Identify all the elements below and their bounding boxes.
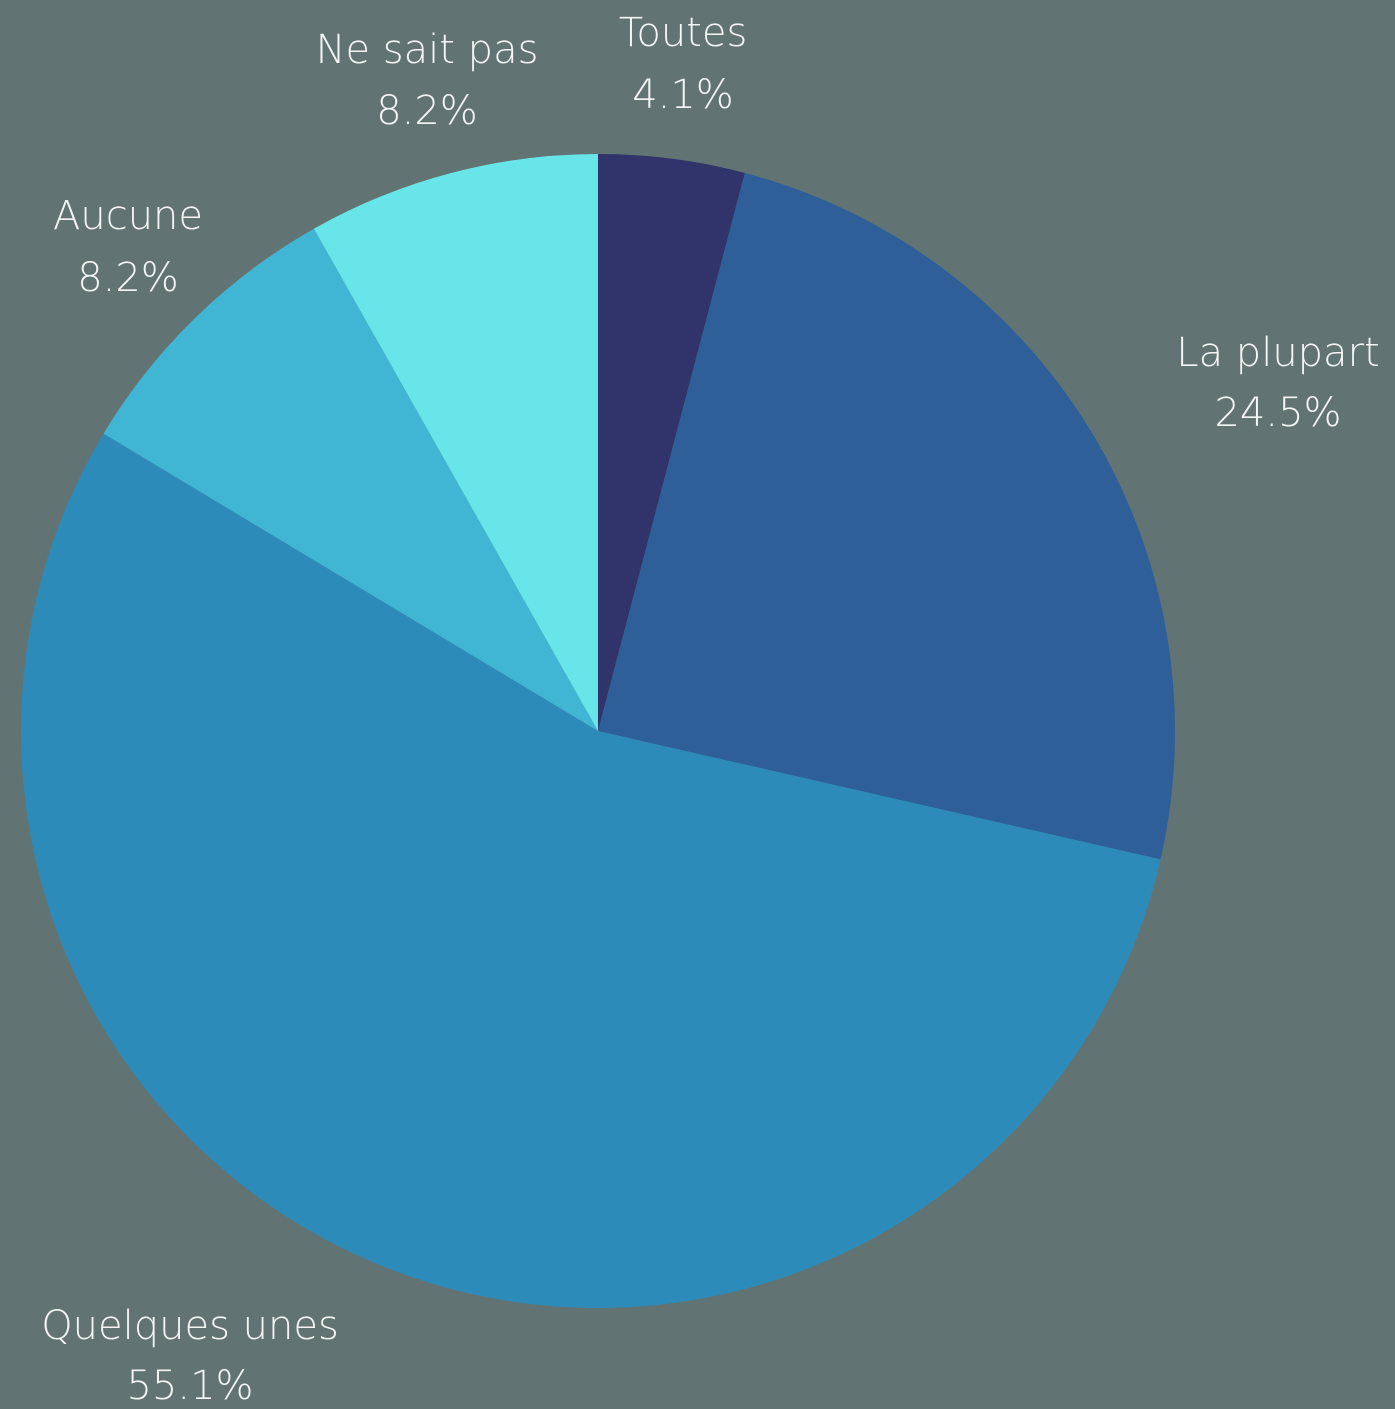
slice-value-label: 24.5% (1214, 390, 1341, 436)
pie-slice (103, 228, 599, 732)
slice-label: Toutes (619, 10, 748, 56)
slice-value-label: 55.1% (126, 1363, 253, 1409)
slice-label: La plupart (1176, 330, 1379, 376)
pie-slice (598, 154, 745, 731)
pie-slice (21, 433, 1161, 1308)
slice-value-label: 4.1% (632, 72, 734, 118)
pie-slice (598, 173, 1176, 860)
pie-slice (313, 154, 598, 731)
slice-value-label: 8.2% (376, 88, 478, 134)
slice-value-label: 8.2% (77, 255, 179, 301)
slice-label: Ne sait pas (316, 27, 539, 73)
slice-label: Aucune (53, 193, 203, 239)
slice-label: Quelques unes (41, 1303, 339, 1349)
